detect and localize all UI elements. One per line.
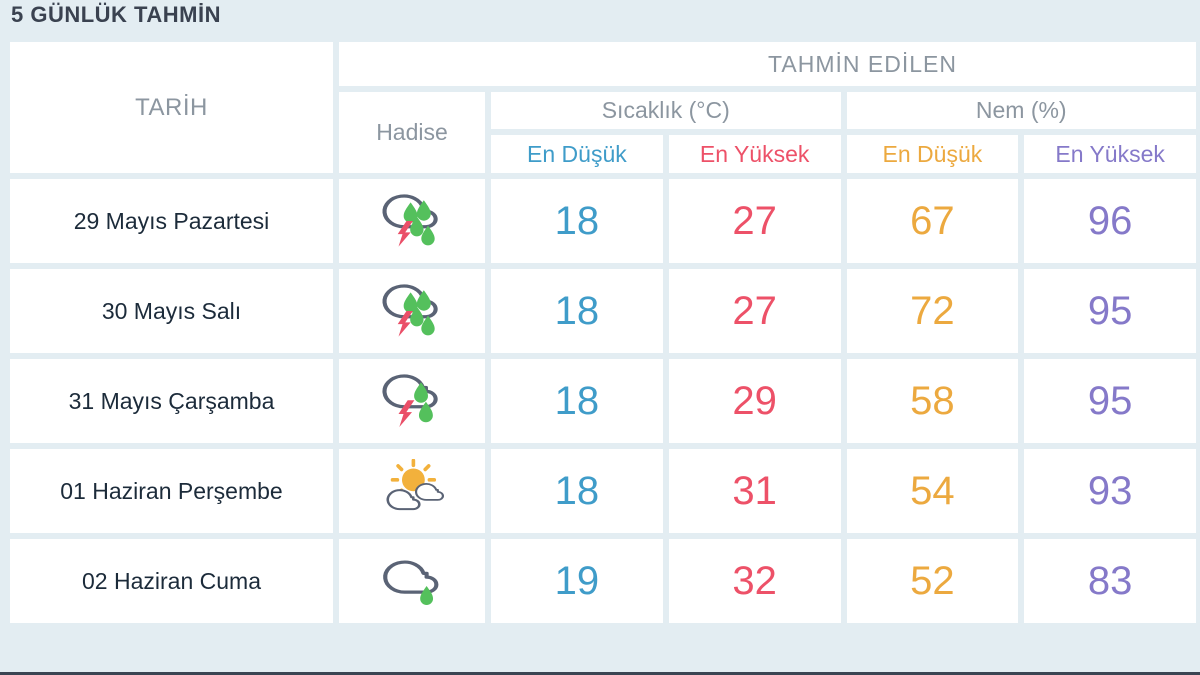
temp-min-value: 18 — [491, 359, 663, 443]
hum-max-value: 96 — [1024, 179, 1196, 263]
hum-min-value: 52 — [846, 539, 1019, 623]
temp-max-value: 31 — [668, 449, 841, 533]
column-header-humidity: Nem (%) — [846, 92, 1196, 129]
forecast-table: TARİH TAHMİN EDİLEN Hadise Sıcaklık (°C)… — [10, 42, 1196, 623]
temp-min-value: 19 — [491, 539, 663, 623]
bottom-edge-bar — [0, 672, 1200, 675]
forecast-date: 31 Mayıs Çarşamba — [10, 359, 333, 443]
column-header-hum-min: En Düşük — [846, 135, 1019, 173]
hum-max-value: 83 — [1024, 539, 1196, 623]
temp-max-value: 32 — [668, 539, 841, 623]
column-header-event: Hadise — [339, 92, 485, 173]
forecast-date: 02 Haziran Cuma — [10, 539, 333, 623]
column-header-date: TARİH — [10, 42, 333, 173]
forecast-date: 01 Haziran Perşembe — [10, 449, 333, 533]
hum-max-value: 95 — [1024, 269, 1196, 353]
temp-max-value: 29 — [668, 359, 841, 443]
hum-min-value: 72 — [846, 269, 1019, 353]
temp-max-value: 27 — [668, 269, 841, 353]
forecast-date: 29 Mayıs Pazartesi — [10, 179, 333, 263]
hum-max-value: 93 — [1024, 449, 1196, 533]
column-header-temperature: Sıcaklık (°C) — [491, 92, 841, 129]
cloud-light-rain-icon — [339, 539, 485, 623]
page-title: 5 GÜNLÜK TAHMİN — [11, 2, 221, 27]
hum-min-value: 58 — [846, 359, 1019, 443]
thunderstorm-heavy-rain-icon — [339, 269, 485, 353]
hum-min-value: 67 — [846, 179, 1019, 263]
hum-max-value: 95 — [1024, 359, 1196, 443]
column-header-temp-min: En Düşük — [491, 135, 663, 173]
sun-partly-cloudy-icon — [339, 449, 485, 533]
column-header-temp-max: En Yüksek — [668, 135, 841, 173]
thunderstorm-rain-icon — [339, 359, 485, 443]
thunderstorm-heavy-rain-icon — [339, 179, 485, 263]
temp-min-value: 18 — [491, 179, 663, 263]
hum-min-value: 54 — [846, 449, 1019, 533]
forecast-date: 30 Mayıs Salı — [10, 269, 333, 353]
column-header-predicted: TAHMİN EDİLEN — [339, 42, 1196, 86]
temp-max-value: 27 — [668, 179, 841, 263]
temp-min-value: 18 — [491, 449, 663, 533]
temp-min-value: 18 — [491, 269, 663, 353]
column-header-hum-max: En Yüksek — [1024, 135, 1196, 173]
